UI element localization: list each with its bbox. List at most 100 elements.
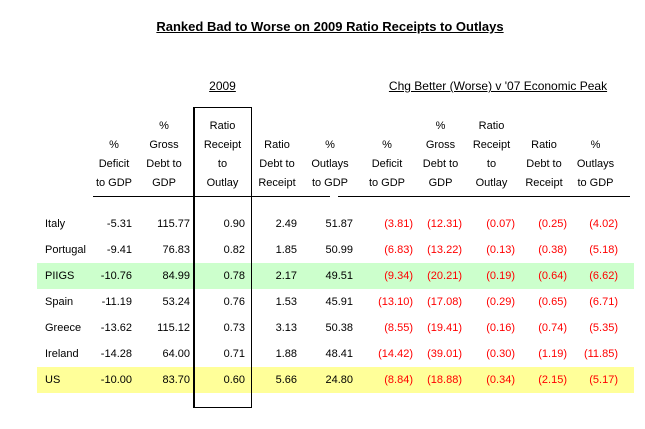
filler-cell	[621, 341, 634, 367]
value-cell: 0.90	[223, 218, 245, 230]
value-cell: (13.22)	[427, 244, 462, 256]
value-cell: 49.51	[325, 270, 353, 282]
group-label-change-text: Chg Better (Worse) v '07 Economic Peak	[388, 79, 608, 93]
value-cell: (39.01)	[427, 348, 462, 360]
value-cell: (11.85)	[583, 348, 618, 360]
value-cell: (4.02)	[589, 218, 618, 230]
header-country-blank	[37, 107, 93, 196]
value-cell: (3.81)	[384, 218, 413, 230]
value-cell: (0.65)	[538, 296, 567, 308]
group-label-2009: 2009	[193, 79, 252, 93]
value-cell: 3.13	[275, 322, 297, 334]
filler-cell	[621, 315, 634, 341]
value-cell: -10.76	[100, 270, 132, 282]
value-cell: (0.16)	[486, 322, 515, 334]
header-outlays-gdp-2009: % Outlays to GDP	[311, 139, 349, 189]
value-cell: 115.77	[157, 218, 190, 230]
header-ratio-debt-receipt-2009: Ratio Debt to Receipt	[258, 139, 296, 189]
header-outlays-gdp-chg: % Outlays to GDP	[576, 139, 615, 189]
header-gross-debt-gdp-chg: % Gross Debt to GDP	[422, 120, 459, 189]
spacer-row	[37, 196, 634, 211]
filler-cell	[621, 237, 634, 263]
value-cell: (0.29)	[486, 296, 515, 308]
value-cell: (12.31)	[427, 218, 462, 230]
value-cell: (5.17)	[589, 374, 618, 386]
filler-cell	[621, 289, 634, 315]
value-cell: 0.76	[223, 296, 245, 308]
value-cell: (1.19)	[538, 348, 567, 360]
value-cell: 50.38	[325, 322, 353, 334]
table-header-row: % Deficit to GDP % Gross Debt to GDP Rat…	[37, 107, 634, 196]
country-label: Greece	[45, 322, 82, 334]
page-title-text: Ranked Bad to Worse on 2009 Ratio Receip…	[156, 19, 504, 34]
filler-cell	[621, 211, 634, 237]
country-label: US	[45, 374, 61, 386]
table-row-us-highlighted: US -10.00 83.70 0.60 5.66 24.80 (8.84) (…	[37, 367, 634, 393]
header-underline-right	[338, 196, 630, 197]
group-label-change-vs-07-peak: Chg Better (Worse) v '07 Economic Peak	[358, 79, 638, 93]
value-cell: 2.17	[275, 270, 297, 282]
value-cell: 53.24	[162, 296, 190, 308]
header-filler	[621, 107, 634, 196]
table-row-greece: Greece -13.62 115.12 0.73 3.13 50.38 (8.…	[37, 315, 634, 341]
value-cell: (0.64)	[538, 270, 567, 282]
ratio-receipts-table: % Deficit to GDP % Gross Debt to GDP Rat…	[37, 107, 634, 393]
value-cell: (14.42)	[378, 348, 413, 360]
value-cell: 1.85	[275, 244, 297, 256]
value-cell: (6.83)	[384, 244, 413, 256]
value-cell: 0.60	[223, 374, 245, 386]
value-cell: (0.30)	[486, 348, 515, 360]
value-cell: 76.83	[162, 244, 190, 256]
country-label: Italy	[45, 218, 66, 230]
header-deficit-gdp-2009: % Deficit to GDP	[95, 139, 133, 189]
value-cell: -5.31	[106, 218, 132, 230]
value-cell: 83.70	[162, 374, 190, 386]
value-cell: 0.78	[223, 270, 245, 282]
value-cell: (5.35)	[589, 322, 618, 334]
table-row-italy: Italy -5.31 115.77 0.90 2.49 51.87 (3.81…	[37, 211, 634, 237]
value-cell: (0.38)	[538, 244, 567, 256]
country-label: Spain	[45, 296, 74, 308]
value-cell: 64.00	[162, 348, 190, 360]
value-cell: (0.19)	[486, 270, 515, 282]
value-cell: 0.71	[223, 348, 245, 360]
value-cell: (0.07)	[486, 218, 515, 230]
value-cell: 48.41	[325, 348, 353, 360]
value-cell: 1.53	[275, 296, 297, 308]
value-cell: -10.00	[100, 374, 132, 386]
value-cell: (0.25)	[538, 218, 567, 230]
value-cell: (8.55)	[384, 322, 413, 334]
value-cell: (17.08)	[427, 296, 462, 308]
value-cell: (0.13)	[486, 244, 515, 256]
value-cell: 1.88	[275, 348, 297, 360]
country-label: PIIGS	[45, 270, 75, 282]
value-cell: 5.66	[275, 374, 297, 386]
value-cell: (19.41)	[427, 322, 462, 334]
header-ratio-debt-receipt-chg: Ratio Debt to Receipt	[525, 139, 563, 189]
value-cell: 115.12	[157, 322, 190, 334]
group-label-2009-text: 2009	[209, 79, 236, 93]
header-underline-left	[93, 196, 330, 197]
header-gross-debt-gdp-2009: % Gross Debt to GDP	[146, 120, 182, 189]
value-cell: (2.15)	[538, 374, 567, 386]
value-cell: -14.28	[100, 348, 132, 360]
value-cell: -13.62	[100, 322, 132, 334]
value-cell: 84.99	[162, 270, 190, 282]
value-cell: (8.84)	[384, 374, 413, 386]
filler-cell	[621, 263, 634, 289]
value-cell: (6.62)	[589, 270, 618, 282]
value-cell: 50.99	[325, 244, 353, 256]
filler-cell	[621, 367, 634, 393]
table-row-spain: Spain -11.19 53.24 0.76 1.53 45.91 (13.1…	[37, 289, 634, 315]
header-ratio-receipt-outlay-2009: Ratio Receipt to Outlay	[203, 120, 242, 189]
value-cell: (0.34)	[486, 374, 515, 386]
value-cell: 24.80	[325, 374, 353, 386]
value-cell: (20.21)	[427, 270, 462, 282]
country-label: Portugal	[45, 244, 86, 256]
header-deficit-gdp-chg: % Deficit to GDP	[368, 139, 406, 189]
value-cell: -11.19	[101, 296, 132, 308]
value-cell: -9.41	[106, 244, 132, 256]
table-row-portugal: Portugal -9.41 76.83 0.82 1.85 50.99 (6.…	[37, 237, 634, 263]
value-cell: (0.74)	[538, 322, 567, 334]
value-cell: (5.18)	[589, 244, 618, 256]
